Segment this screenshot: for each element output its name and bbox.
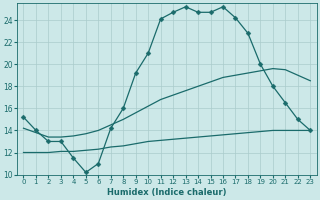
X-axis label: Humidex (Indice chaleur): Humidex (Indice chaleur) — [107, 188, 227, 197]
